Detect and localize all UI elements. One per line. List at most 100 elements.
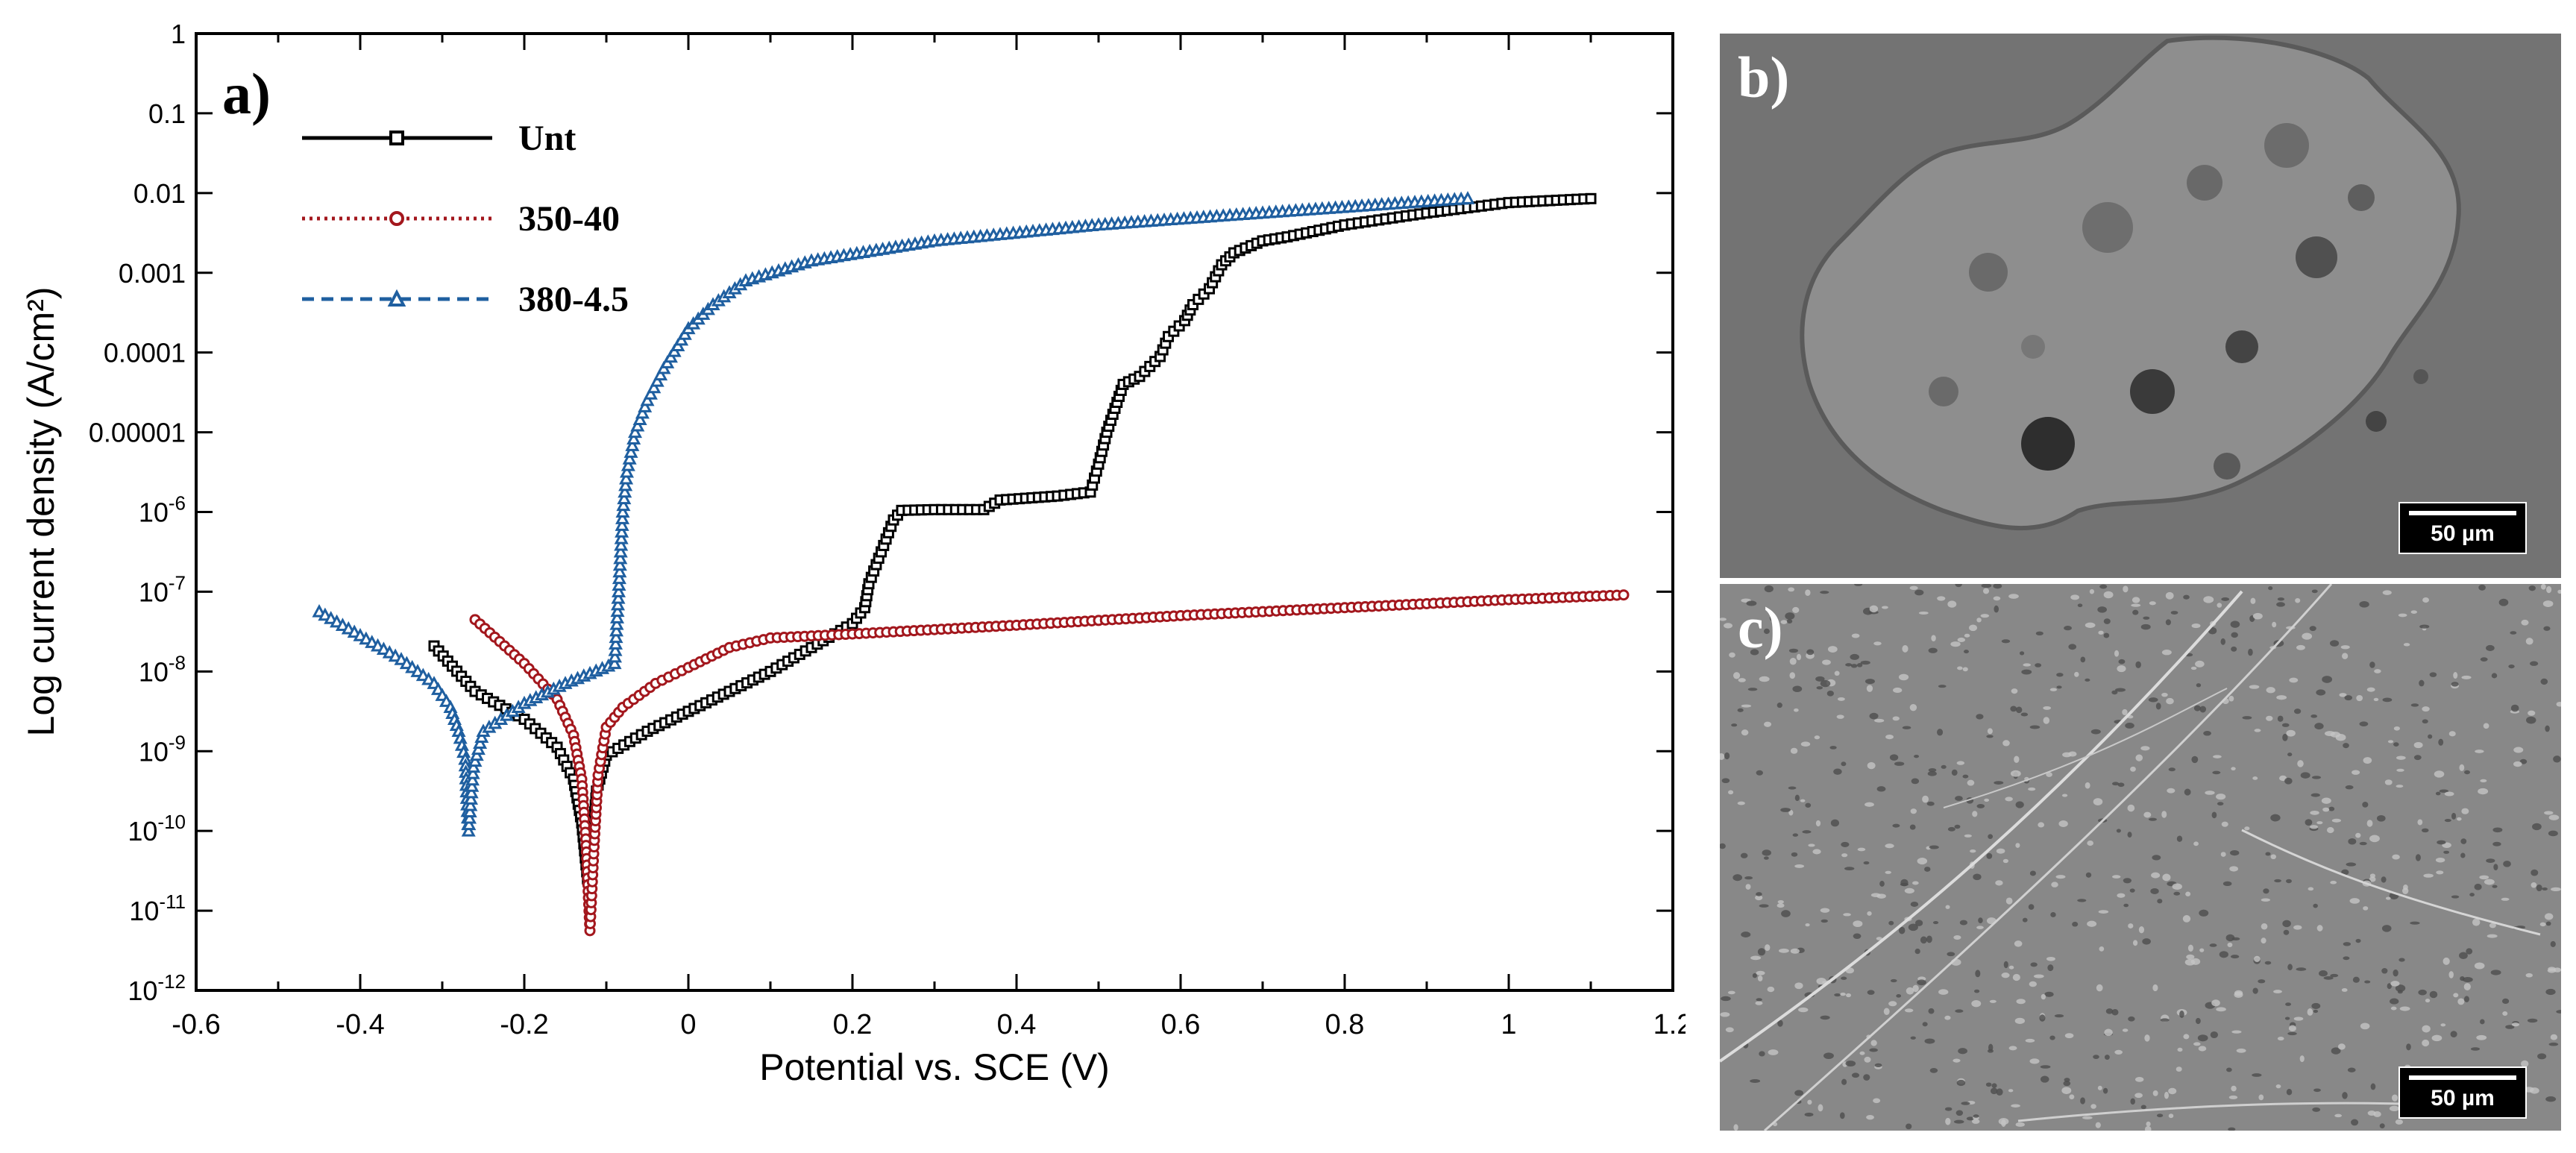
data-point (627, 424, 643, 439)
y-tick-label: 10-8 (139, 651, 186, 687)
y-tick-label: 0.1 (148, 98, 186, 129)
data-point (635, 405, 650, 419)
legend-label: 380-4.5 (518, 280, 629, 319)
data-point (463, 797, 478, 811)
data-point (615, 524, 629, 538)
x-tick-label: 0.2 (833, 1009, 873, 1040)
y-tick-label: 10-7 (139, 571, 186, 607)
data-point (464, 785, 479, 799)
data-point (615, 518, 629, 531)
data-point (609, 616, 624, 630)
data-point (466, 759, 481, 773)
x-tick-label: 1.2 (1653, 1009, 1686, 1040)
data-point (473, 735, 488, 750)
data-point (615, 504, 630, 518)
data-point (615, 511, 630, 524)
data-point (619, 471, 634, 485)
x-tick-label: 0.4 (997, 1009, 1037, 1040)
data-point (653, 367, 668, 381)
data-point (622, 451, 637, 465)
sem-image-c: c) 50 µm (1720, 584, 2561, 1131)
data-point (612, 557, 627, 571)
data-point (462, 817, 477, 831)
data-point (613, 550, 628, 565)
scale-bar-c-text: 50 µm (2431, 1086, 2495, 1110)
x-tick-label: 0.8 (1325, 1009, 1365, 1040)
data-point (463, 791, 479, 805)
data-point (609, 629, 623, 644)
data-point (465, 766, 480, 779)
data-point (612, 564, 627, 578)
legend-marker (389, 211, 404, 226)
series-350-40 (469, 589, 1630, 937)
data-point (613, 544, 628, 558)
data-point (461, 823, 476, 837)
data-point (621, 457, 635, 471)
y-tick-label: 0.01 (133, 178, 186, 209)
data-point (607, 649, 623, 663)
x-tick-label: -0.4 (336, 1009, 384, 1040)
data-point (632, 412, 647, 425)
legend-label: Unt (518, 119, 576, 158)
data-point (610, 603, 625, 618)
scale-bar-c: 50 µm (2398, 1066, 2527, 1119)
data-point (618, 477, 633, 491)
data-point (630, 418, 645, 432)
data-point (465, 772, 480, 786)
data-point (611, 584, 626, 597)
y-tick-label: 10-9 (139, 731, 186, 767)
data-point (618, 484, 632, 498)
y-tick-label: 10-11 (129, 890, 186, 926)
data-point (468, 753, 483, 767)
data-point (609, 610, 625, 623)
legend-marker (389, 131, 404, 145)
data-point (611, 591, 626, 604)
data-point (614, 537, 629, 551)
legend-label: 350-40 (518, 199, 620, 239)
y-axis-label: Log current density (A/cm²) (20, 287, 62, 737)
legend: Unt 350-40 380-4.5 (302, 119, 629, 319)
microstructure-image (1720, 584, 2561, 1131)
y-tick-label: 1 (171, 19, 186, 49)
data-point (623, 444, 638, 458)
data-point (638, 399, 653, 412)
data-point (626, 431, 641, 444)
x-tick-label: 1 (1501, 1009, 1516, 1040)
sem-image-b: b) 50 µm (1720, 34, 2561, 578)
data-point (647, 380, 662, 394)
data-point (612, 577, 626, 591)
y-tick-label: 10-6 (139, 492, 186, 528)
data-point (462, 810, 477, 824)
data-point (616, 497, 631, 512)
series-line (474, 593, 1624, 931)
data-point (607, 656, 622, 670)
data-point (610, 597, 626, 611)
data-point (469, 747, 484, 761)
data-point (612, 571, 626, 585)
panel-label-a: a) (222, 61, 271, 126)
data-point (640, 392, 655, 406)
panel-label-c: c) (1738, 595, 1783, 660)
legend-marker (387, 289, 406, 307)
data-point (608, 642, 623, 656)
y-tick-label: 0.00001 (89, 418, 186, 448)
data-point (608, 636, 623, 650)
data-point (471, 741, 486, 755)
y-tick-label: 10-12 (128, 970, 186, 1006)
scale-bar-b-text: 50 µm (2431, 521, 2495, 546)
data-point (1618, 589, 1630, 601)
x-tick-label: 0 (680, 1009, 696, 1040)
data-point (474, 729, 489, 744)
sem-particle-image (1720, 34, 2561, 578)
data-point (465, 779, 480, 792)
y-tick-label: 0.001 (119, 258, 186, 289)
x-tick-label: 0.6 (1161, 1009, 1201, 1040)
data-point (625, 438, 640, 451)
data-point (650, 373, 665, 387)
data-point (1585, 192, 1597, 204)
y-tick-label: 10-10 (128, 811, 186, 846)
data-point (609, 623, 624, 637)
data-point (643, 386, 658, 400)
series-380-4.5 (312, 191, 1475, 837)
data-point (614, 530, 629, 544)
